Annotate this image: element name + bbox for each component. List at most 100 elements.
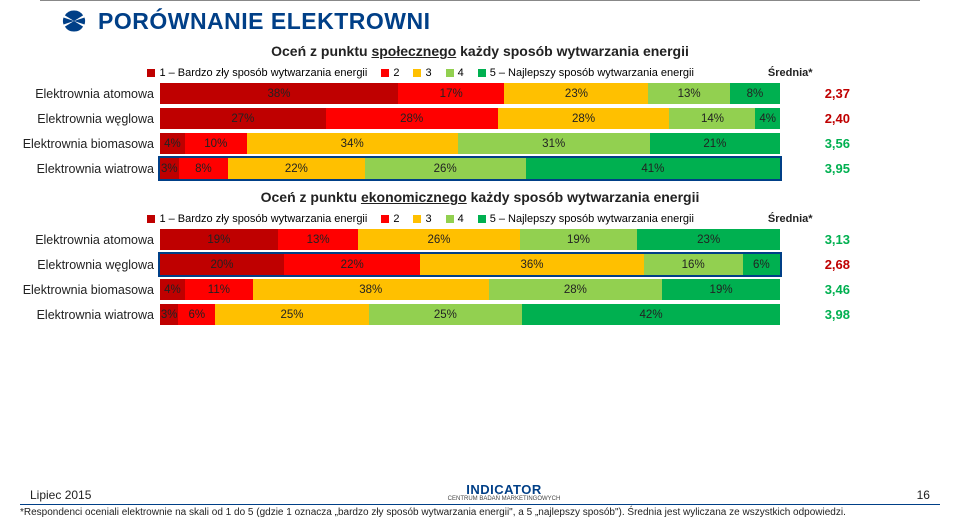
legend-label-2: 2	[393, 67, 399, 79]
legend-item-5: 5 – Najlepszy sposób wytwarzania energii	[478, 67, 694, 79]
chart2-subtitle-u: ekonomicznego	[361, 189, 467, 205]
chart-row: Elektrownia biomasowa4%11%38%28%19%3,46	[0, 277, 960, 302]
bar-area: 27%28%28%14%4%	[160, 108, 780, 129]
bar-segment: 27%	[160, 108, 326, 129]
bar-segment: 23%	[637, 229, 780, 250]
bar-segment: 28%	[489, 279, 663, 300]
chart1-subtitle: Oceń z punktu społecznego każdy sposób w…	[0, 43, 960, 59]
legend-swatch-5	[478, 215, 486, 223]
bar-segment: 36%	[420, 254, 643, 275]
bar-segment: 6%	[178, 304, 215, 325]
bar-segment: 22%	[228, 158, 364, 179]
bar-segment: 23%	[504, 83, 648, 104]
legend-label-1: 1 – Bardzo zły sposób wytwarzania energi…	[159, 213, 367, 225]
bar-segment: 19%	[160, 229, 278, 250]
chart1-subtitle-pre: Oceń z punktu	[271, 43, 371, 59]
legend-item-4: 4	[446, 213, 464, 225]
footer-page: 16	[917, 488, 930, 502]
chart-row: Elektrownia wiatrowa3%8%22%26%41%3,95	[0, 156, 960, 181]
legend-swatch-2	[381, 69, 389, 77]
legend-swatch-4	[446, 69, 454, 77]
chart-row: Elektrownia wiatrowa3%6%25%25%42%3,98	[0, 302, 960, 327]
bar-segment: 20%	[160, 254, 284, 275]
bar-segment: 28%	[498, 108, 670, 129]
legend-item-3: 3	[413, 67, 431, 79]
legend-label-3: 3	[425, 67, 431, 79]
bar-segment: 13%	[278, 229, 359, 250]
page-title: PORÓWNANIE ELEKTROWNI	[98, 8, 431, 35]
bar-segment: 38%	[253, 279, 489, 300]
legend-avg-header: Średnia*	[768, 213, 813, 225]
bar-segment: 21%	[650, 133, 780, 154]
bar-segment: 28%	[326, 108, 498, 129]
footer-top: Lipiec 2015 INDICATOR CENTRUM BADAŃ MARK…	[0, 483, 960, 502]
legend-swatch-3	[413, 69, 421, 77]
bar-segment: 26%	[365, 158, 526, 179]
legend-swatch-4	[446, 215, 454, 223]
row-label: Elektrownia atomowa	[0, 233, 160, 247]
legend-swatch-1	[147, 69, 155, 77]
logo-icon	[60, 7, 88, 35]
legend-item-1: 1 – Bardzo zły sposób wytwarzania energi…	[147, 213, 367, 225]
row-label: Elektrownia biomasowa	[0, 283, 160, 297]
bar-segment: 11%	[185, 279, 253, 300]
footer-logo: INDICATOR CENTRUM BADAŃ MARKETINGOWYCH	[448, 483, 561, 502]
footer-logo-main: INDICATOR	[466, 482, 542, 497]
footer-logo-sub: CENTRUM BADAŃ MARKETINGOWYCH	[448, 496, 561, 502]
bar-segment: 19%	[520, 229, 638, 250]
bar-segment: 6%	[743, 254, 780, 275]
bar-segment: 41%	[526, 158, 780, 179]
legend-label-5: 5 – Najlepszy sposób wytwarzania energii	[490, 213, 694, 225]
row-average: 3,46	[780, 282, 850, 297]
bar-segment: 4%	[160, 133, 185, 154]
chart-row: Elektrownia węglowa20%22%36%16%6%2,68	[0, 252, 960, 277]
chart2-subtitle-post: każdy sposób wytwarzania energii	[467, 189, 700, 205]
row-average: 2,37	[780, 86, 850, 101]
bar-segment: 22%	[284, 254, 420, 275]
footer: Lipiec 2015 INDICATOR CENTRUM BADAŃ MARK…	[0, 483, 960, 522]
row-average: 2,40	[780, 111, 850, 126]
bar-segment: 4%	[160, 279, 185, 300]
bar-area: 20%22%36%16%6%	[160, 254, 780, 275]
legend-label-5: 5 – Najlepszy sposób wytwarzania energii	[490, 67, 694, 79]
row-average: 3,56	[780, 136, 850, 151]
chart2-legend: 1 – Bardzo zły sposób wytwarzania energi…	[0, 207, 960, 227]
legend-item-5: 5 – Najlepszy sposób wytwarzania energii	[478, 213, 694, 225]
chart1-subtitle-post: każdy sposób wytwarzania energii	[456, 43, 689, 59]
chart-row: Elektrownia biomasowa4%10%34%31%21%3,56	[0, 131, 960, 156]
bar-segment: 8%	[179, 158, 229, 179]
legend-label-4: 4	[458, 213, 464, 225]
bar-segment: 17%	[398, 83, 504, 104]
bar-area: 19%13%26%19%23%	[160, 229, 780, 250]
chart1-legend: 1 – Bardzo zły sposób wytwarzania energi…	[0, 61, 960, 81]
bar-segment: 26%	[358, 229, 519, 250]
bar-segment: 34%	[247, 133, 458, 154]
bar-area: 3%6%25%25%42%	[160, 304, 780, 325]
bar-segment: 25%	[215, 304, 368, 325]
legend-label-1: 1 – Bardzo zły sposób wytwarzania energi…	[159, 67, 367, 79]
bar-segment: 3%	[160, 158, 179, 179]
row-average: 3,98	[780, 307, 850, 322]
chart2-subtitle: Oceń z punktu ekonomicznego każdy sposób…	[0, 189, 960, 205]
chart1-rows: Elektrownia atomowa38%17%23%13%8%2,37Ele…	[0, 81, 960, 181]
bar-area: 4%10%34%31%21%	[160, 133, 780, 154]
chart2-rows: Elektrownia atomowa19%13%26%19%23%3,13El…	[0, 227, 960, 327]
chart2-subtitle-pre: Oceń z punktu	[261, 189, 361, 205]
row-average: 3,95	[780, 161, 850, 176]
header: PORÓWNANIE ELEKTROWNI	[0, 1, 960, 39]
bar-segment: 42%	[522, 304, 780, 325]
bar-area: 4%11%38%28%19%	[160, 279, 780, 300]
chart-row: Elektrownia atomowa19%13%26%19%23%3,13	[0, 227, 960, 252]
row-label: Elektrownia węglowa	[0, 112, 160, 126]
legend-item-3: 3	[413, 213, 431, 225]
bar-segment: 19%	[662, 279, 780, 300]
bar-segment: 31%	[458, 133, 650, 154]
footer-date: Lipiec 2015	[30, 488, 91, 502]
legend-item-1: 1 – Bardzo zły sposób wytwarzania energi…	[147, 67, 367, 79]
chart-row: Elektrownia węglowa27%28%28%14%4%2,40	[0, 106, 960, 131]
chart-row: Elektrownia atomowa38%17%23%13%8%2,37	[0, 81, 960, 106]
legend-swatch-1	[147, 215, 155, 223]
bar-segment: 16%	[644, 254, 743, 275]
row-label: Elektrownia biomasowa	[0, 137, 160, 151]
legend-swatch-5	[478, 69, 486, 77]
